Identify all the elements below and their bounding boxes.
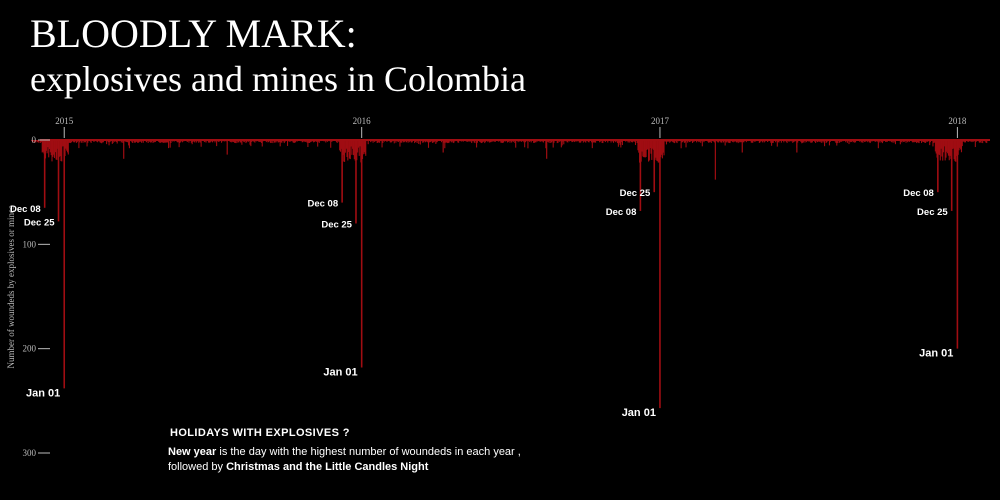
peak-label: Dec 08 [606, 207, 637, 218]
note-holidays: Christmas and the Little Candles Night [226, 461, 429, 473]
y-tick-label: 0 [32, 135, 37, 145]
peak-label: Dec 08 [10, 204, 41, 215]
peak-label: Dec 08 [903, 188, 934, 199]
y-tick-label: 100 [23, 239, 37, 249]
peak-label: Jan 01 [919, 348, 953, 360]
y-axis-label: Number of woundeds by explosives or mine… [6, 205, 16, 368]
peak-label: Jan 01 [323, 366, 357, 378]
x-tick-label: 2017 [651, 116, 670, 126]
note-line2-prefix: followed by [168, 461, 227, 473]
note-line2: followed by Christmas and the Little Can… [168, 461, 428, 473]
chart-title-line2: explosives and mines in Colombia [30, 59, 526, 99]
x-tick-label: 2016 [353, 116, 372, 126]
axes: 0 100 200 300 Number of woundeds by explosiv… [6, 116, 990, 458]
peak-label: Dec 25 [917, 207, 948, 218]
note-new-year: New year [168, 446, 217, 458]
y-tick-label: 200 [23, 344, 37, 354]
peak-label: Dec 25 [321, 219, 352, 230]
peak-label: Jan 01 [622, 407, 656, 419]
note-heading: HOLIDAYS WITH EXPLOSIVES ? [170, 427, 350, 439]
note-line1: New year is the day with the highest num… [168, 446, 521, 458]
peak-labels: Dec 08 Dec 25 Jan 01 Dec 08 Dec 25 Jan 01 Dec … [10, 188, 953, 419]
peak-label: Dec 25 [620, 188, 651, 199]
peak-label: Dec 08 [307, 199, 338, 210]
x-tick-label: 2015 [55, 116, 74, 126]
peak-label: Jan 01 [26, 387, 60, 399]
note-line1-text: is the day with the highest number of wo… [216, 446, 521, 458]
daily-bars [30, 140, 990, 409]
peak-label: Dec 25 [24, 217, 55, 228]
chart-title-line1: BLOODLY MARK: [30, 11, 357, 56]
x-tick-label: 2018 [948, 116, 967, 126]
y-tick-label: 300 [23, 448, 37, 458]
